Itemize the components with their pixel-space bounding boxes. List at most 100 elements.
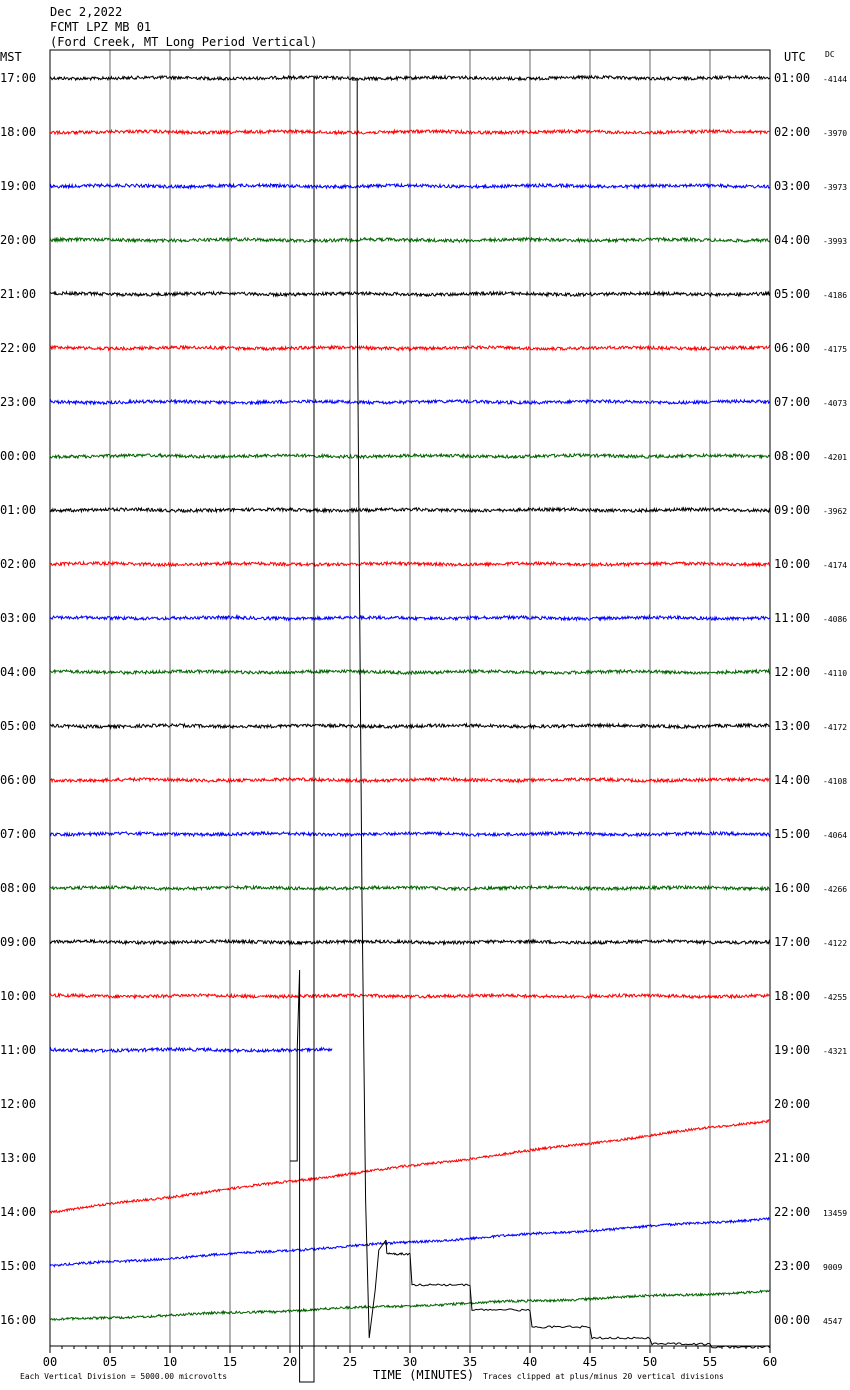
seismic-trace: [49, 1119, 771, 1214]
utc-hour-label: 07:00: [774, 395, 810, 409]
dc-offset-label: -4175: [823, 345, 847, 354]
seismic-trace: [49, 182, 771, 191]
x-tick-label: 00: [43, 1355, 57, 1369]
mst-hour-label: 06:00: [0, 773, 36, 787]
dc-offset-label: -3973: [823, 183, 847, 192]
seismic-trace: [49, 776, 771, 784]
seismic-trace: [49, 128, 770, 136]
mst-hour-label: 05:00: [0, 719, 36, 733]
right-timezone-label: UTC: [784, 50, 806, 64]
dc-offset-label: -4321: [823, 1047, 847, 1056]
utc-hour-label: 02:00: [774, 125, 810, 139]
x-tick-label: 40: [523, 1355, 537, 1369]
utc-hour-label: 12:00: [774, 665, 810, 679]
x-tick-label: 35: [463, 1355, 477, 1369]
mst-hour-label: 21:00: [0, 287, 36, 301]
mst-hour-label: 20:00: [0, 233, 36, 247]
seismic-trace: [49, 668, 771, 676]
utc-hour-label: 16:00: [774, 881, 810, 895]
dc-offset-label: 4547: [823, 1317, 842, 1326]
dc-offset-label: -4086: [823, 615, 847, 624]
dc-offset-label: -4122: [823, 939, 847, 948]
date-label: Dec 2,2022: [50, 5, 122, 19]
mst-hour-label: 07:00: [0, 827, 36, 841]
seismic-trace: [49, 452, 771, 460]
utc-hour-label: 04:00: [774, 233, 810, 247]
x-axis: 00 05 10 15 20 25 30 35 40 45 50 55 60: [43, 1346, 777, 1369]
utc-hour-label: 10:00: [774, 557, 810, 571]
dc-header-label: DC: [825, 50, 835, 59]
dc-offset-label: -4255: [823, 993, 847, 1002]
seismic-trace: [49, 1046, 333, 1054]
seismic-trace: [49, 289, 771, 298]
location-label: (Ford Creek, MT Long Period Vertical): [50, 35, 317, 49]
mst-hour-label: 12:00: [0, 1097, 36, 1111]
dc-offset-label: -4186: [823, 291, 847, 300]
x-tick-label: 25: [343, 1355, 357, 1369]
seismic-trace: [49, 1289, 771, 1322]
utc-hour-label: 08:00: [774, 449, 810, 463]
seismic-trace: [49, 721, 771, 731]
utc-hour-label: 03:00: [774, 179, 810, 193]
dc-offset-label: 9009: [823, 1263, 842, 1272]
utc-hour-label: 15:00: [774, 827, 810, 841]
dc-offset-label: -4144: [823, 75, 847, 84]
vertical-grid: [109, 50, 711, 1346]
dc-offset-label: -4201: [823, 453, 847, 462]
mst-hour-label: 23:00: [0, 395, 36, 409]
utc-hour-label: 06:00: [774, 341, 810, 355]
event-traces: [290, 78, 771, 1383]
utc-hour-label: 21:00: [774, 1151, 810, 1165]
seismic-trace: [49, 613, 771, 622]
seismic-trace: [49, 506, 771, 514]
dc-offset-label: -3993: [823, 237, 847, 246]
utc-hour-label: 05:00: [774, 287, 810, 301]
hour-labels: 17:00 01:00 -4144 18:00 02:00 -3970 19:00 03:00…: [0, 71, 847, 1327]
dc-offset-label: -4172: [823, 723, 847, 732]
scale-note: Each Vertical Division = 5000.00 microvo…: [20, 1372, 227, 1381]
mst-hour-label: 14:00: [0, 1205, 36, 1219]
utc-hour-label: 17:00: [774, 935, 810, 949]
dc-offset-label: -3962: [823, 507, 847, 516]
utc-hour-label: 09:00: [774, 503, 810, 517]
mst-hour-label: 09:00: [0, 935, 36, 949]
utc-hour-label: 00:00: [774, 1313, 810, 1327]
seismic-trace: [49, 830, 771, 838]
x-tick-label: 30: [403, 1355, 417, 1369]
seismic-trace: [49, 992, 771, 1000]
dc-offset-label: -3970: [823, 129, 847, 138]
mst-hour-label: 18:00: [0, 125, 36, 139]
trace-group: [49, 74, 771, 1322]
mst-hour-label: 17:00: [0, 71, 36, 85]
clip-note: Traces clipped at plus/minus 20 vertical…: [483, 1372, 724, 1381]
x-tick-label: 15: [223, 1355, 237, 1369]
dc-offset-label: 13459: [823, 1209, 847, 1218]
x-tick-label: 45: [583, 1355, 597, 1369]
x-tick-label: 20: [283, 1355, 297, 1369]
utc-hour-label: 14:00: [774, 773, 810, 787]
seismic-trace: [49, 1216, 771, 1268]
mst-hour-label: 15:00: [0, 1259, 36, 1273]
seismic-trace: [49, 344, 771, 352]
x-tick-label: 55: [703, 1355, 717, 1369]
station-label: FCMT LPZ MB 01: [50, 20, 151, 34]
x-tick-label: 50: [643, 1355, 657, 1369]
left-timezone-label: MST: [0, 50, 22, 64]
utc-hour-label: 19:00: [774, 1043, 810, 1057]
utc-hour-label: 18:00: [774, 989, 810, 1003]
utc-hour-label: 11:00: [774, 611, 810, 625]
dc-offset-label: -4108: [823, 777, 847, 786]
mst-hour-label: 11:00: [0, 1043, 36, 1057]
mst-hour-label: 00:00: [0, 449, 36, 463]
utc-hour-label: 20:00: [774, 1097, 810, 1111]
seismic-trace: [49, 560, 771, 568]
mst-hour-label: 02:00: [0, 557, 36, 571]
seismic-trace: [49, 74, 771, 82]
mst-hour-label: 08:00: [0, 881, 36, 895]
utc-hour-label: 01:00: [774, 71, 810, 85]
utc-hour-label: 23:00: [774, 1259, 810, 1273]
mst-hour-label: 13:00: [0, 1151, 36, 1165]
clipped-spike-trace: [290, 78, 315, 1383]
seismic-trace: [49, 398, 771, 406]
